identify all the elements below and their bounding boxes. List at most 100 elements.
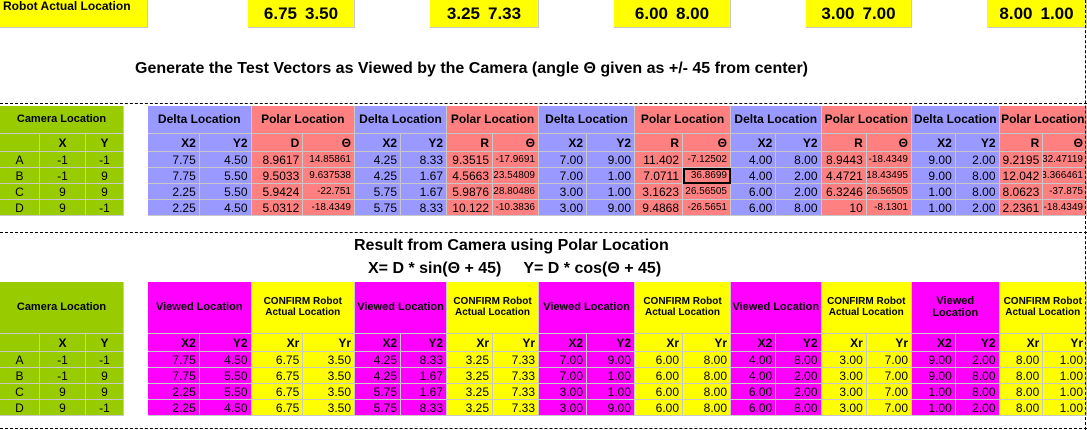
bottom-col-header[interactable]: Xr	[635, 334, 683, 352]
viewed-value[interactable]: 1.00	[587, 368, 635, 384]
top-col-header[interactable]: R	[999, 134, 1044, 152]
top-col-header[interactable]: R	[447, 134, 493, 152]
confirm-value[interactable]: 7.00	[866, 368, 912, 384]
polar-value[interactable]: -7.12502	[683, 152, 731, 168]
top-col-header[interactable]: R	[821, 134, 867, 152]
bottom-camera-row-y[interactable]: -1	[86, 400, 124, 416]
top-camera-col-x[interactable]: X	[40, 134, 86, 152]
viewed-value[interactable]: 7.75	[148, 368, 200, 384]
confirm-value[interactable]: 3.00	[821, 352, 867, 368]
viewed-value[interactable]: 9.00	[912, 352, 956, 368]
viewed-location-header-5[interactable]: Viewed Location	[912, 282, 1000, 334]
top-camera-row-label[interactable]: C	[0, 184, 40, 200]
viewed-value[interactable]: 8.00	[776, 400, 822, 416]
viewed-value[interactable]: 8.00	[955, 368, 1000, 384]
confirm-value[interactable]: 7.00	[866, 384, 912, 400]
confirm-value[interactable]: 3.25	[447, 352, 493, 368]
delta-value[interactable]: 4.50	[199, 152, 252, 168]
top-camera-row-x[interactable]: -1	[40, 168, 86, 184]
bottom-col-header[interactable]: Y2	[955, 334, 1000, 352]
viewed-value[interactable]: 7.00	[539, 352, 587, 368]
top-col-header[interactable]: X2	[539, 134, 587, 152]
confirm-value[interactable]: 8.00	[999, 352, 1044, 368]
bottom-col-header[interactable]: Xr	[251, 334, 304, 352]
viewed-location-header-4[interactable]: Viewed Location	[731, 282, 822, 334]
viewed-value[interactable]: 8.33	[401, 352, 447, 368]
confirm-value[interactable]: 3.25	[447, 368, 493, 384]
delta-location-header-4[interactable]: Delta Location	[731, 106, 822, 134]
top-col-header[interactable]: Y2	[776, 134, 822, 152]
polar-value[interactable]: 3.1623	[635, 184, 683, 200]
delta-value[interactable]: 2.25	[148, 200, 200, 216]
top-camera-row-x[interactable]: 9	[40, 200, 86, 216]
viewed-value[interactable]: 1.00	[912, 400, 956, 416]
confirm-value[interactable]: 3.50	[303, 368, 355, 384]
top-col-header[interactable]: Y2	[587, 134, 635, 152]
polar-value[interactable]: 9.4868	[635, 200, 683, 216]
confirm-value[interactable]: 7.00	[866, 352, 912, 368]
top-col-header[interactable]: Y2	[199, 134, 252, 152]
viewed-value[interactable]: 1.00	[587, 384, 635, 400]
top-camera-row-y[interactable]: 9	[86, 168, 124, 184]
viewed-value[interactable]: 4.00	[731, 352, 777, 368]
viewed-value[interactable]: 8.33	[401, 400, 447, 416]
viewed-location-header-3[interactable]: Viewed Location	[539, 282, 635, 334]
viewed-value[interactable]: 4.25	[355, 352, 401, 368]
polar-location-header-4[interactable]: Polar Location	[821, 106, 912, 134]
confirm-value[interactable]: 8.00	[999, 384, 1044, 400]
viewed-value[interactable]: 6.00	[731, 400, 777, 416]
confirm-robot-header-4[interactable]: CONFIRM Robot Actual Location	[821, 282, 912, 334]
confirm-value[interactable]: 3.25	[447, 400, 493, 416]
polar-value[interactable]: 5.9876	[447, 184, 493, 200]
bottom-col-header[interactable]: X2	[355, 334, 401, 352]
top-camera-row-label[interactable]: A	[0, 152, 40, 168]
confirm-value[interactable]: 7.33	[493, 368, 539, 384]
bottom-col-header[interactable]: Xr	[999, 334, 1044, 352]
viewed-value[interactable]: 3.00	[539, 384, 587, 400]
confirm-value[interactable]: 6.00	[635, 368, 683, 384]
bottom-camera-title[interactable]: Camera Location	[0, 282, 124, 334]
delta-value[interactable]: 8.33	[401, 200, 447, 216]
confirm-value[interactable]: 3.00	[821, 400, 867, 416]
bottom-camera-row-label[interactable]: A	[0, 352, 40, 368]
delta-value[interactable]: 7.75	[148, 168, 200, 184]
bottom-camera-row-y[interactable]: -1	[86, 352, 124, 368]
viewed-value[interactable]: 7.00	[539, 368, 587, 384]
bottom-camera-col-blank[interactable]	[0, 334, 40, 352]
robot-actual-pair-4[interactable]: 3.00 7.00	[806, 0, 912, 28]
top-camera-row-label[interactable]: B	[0, 168, 40, 184]
confirm-value[interactable]: 8.00	[999, 400, 1044, 416]
viewed-value[interactable]: 5.75	[355, 400, 401, 416]
delta-value[interactable]: 8.00	[776, 200, 822, 216]
bottom-col-header[interactable]: Y2	[776, 334, 822, 352]
bottom-col-header[interactable]: Y2	[401, 334, 447, 352]
polar-value[interactable]: -22.751	[303, 184, 355, 200]
confirm-robot-header-5[interactable]: CONFIRM Robot Actual Location	[999, 282, 1087, 334]
top-col-header[interactable]: D	[251, 134, 304, 152]
top-camera-title[interactable]: Camera Location	[0, 106, 124, 134]
top-col-header[interactable]: Y2	[955, 134, 1000, 152]
polar-value[interactable]: -8.1301	[866, 200, 912, 216]
viewed-location-header-1[interactable]: Viewed Location	[148, 282, 252, 334]
bottom-camera-row-label[interactable]: D	[0, 400, 40, 416]
confirm-value[interactable]: 7.33	[493, 384, 539, 400]
viewed-value[interactable]: 6.00	[731, 384, 777, 400]
bottom-camera-row-y[interactable]: 9	[86, 368, 124, 384]
delta-value[interactable]: 2.00	[776, 184, 822, 200]
polar-value[interactable]: -17.9691	[493, 152, 539, 168]
confirm-robot-header-3[interactable]: CONFIRM Robot Actual Location	[635, 282, 731, 334]
polar-value[interactable]: 4.4721	[821, 168, 867, 184]
top-col-header[interactable]: Θ	[493, 134, 539, 152]
delta-value[interactable]: 7.00	[539, 168, 587, 184]
polar-location-header-3[interactable]: Polar Location	[635, 106, 731, 134]
confirm-value[interactable]: 3.00	[821, 368, 867, 384]
delta-value[interactable]: 6.00	[731, 184, 777, 200]
delta-value[interactable]: 9.00	[912, 152, 956, 168]
bottom-camera-row-x[interactable]: 9	[40, 384, 86, 400]
delta-value[interactable]: 1.00	[912, 184, 956, 200]
top-camera-col-y[interactable]: Y	[86, 134, 124, 152]
bottom-camera-col-y[interactable]: Y	[86, 334, 124, 352]
confirm-value[interactable]: 3.50	[303, 400, 355, 416]
polar-value[interactable]: 7.0711	[635, 168, 683, 184]
viewed-value[interactable]: 2.00	[776, 368, 822, 384]
